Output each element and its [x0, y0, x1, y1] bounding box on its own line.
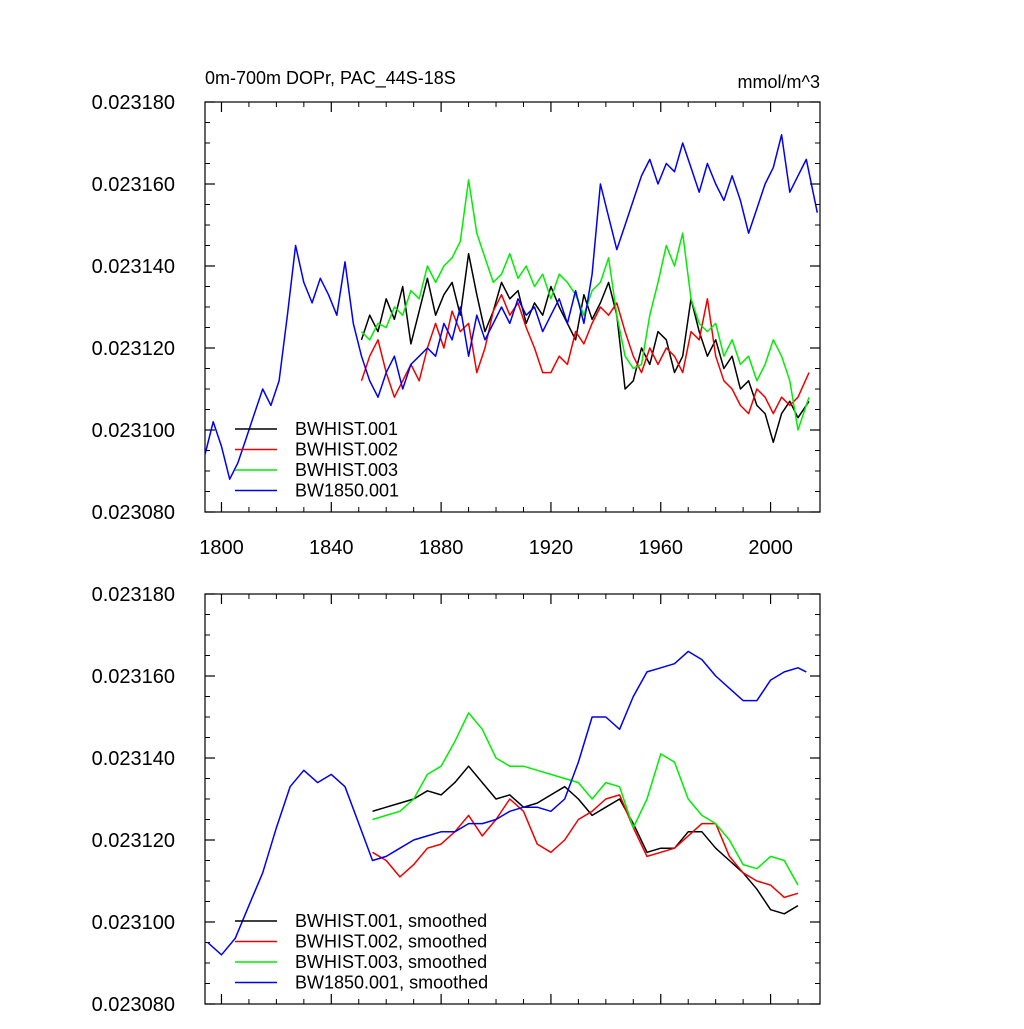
- series-line-bwhist-002: [360, 293, 810, 415]
- legend-label: BW1850.001: [295, 481, 399, 501]
- y-tick-label: 0.023080: [92, 502, 175, 524]
- y-tick-label: 0.023080: [92, 994, 175, 1016]
- legend-label: BWHIST.002: [295, 440, 398, 460]
- legend-label: BWHIST.003: [295, 460, 398, 480]
- x-tick-label: 1840: [309, 537, 354, 559]
- units-label: mmol/m^3: [738, 72, 820, 92]
- x-tick-label: 1960: [639, 537, 684, 559]
- series-line-bw1850-001: [204, 134, 819, 480]
- series-line-bw1850-001-smoothed: [207, 650, 807, 956]
- y-tick-label: 0.023160: [92, 174, 175, 196]
- top-panel: 0.023080 0.023100 0.023120 0.023140 0.023160…: [92, 68, 821, 559]
- legend-label: BWHIST.003, smoothed: [295, 952, 487, 972]
- series-line-bwhist-001-smoothed: [372, 765, 799, 915]
- y-tick-label: 0.023120: [92, 338, 175, 360]
- series-line-bwhist-003-smoothed: [372, 712, 799, 886]
- bottom-panel: 0.023080 0.023100 0.023120 0.023140 0.023160…: [92, 584, 821, 1016]
- legend-label: BWHIST.001: [295, 419, 398, 439]
- chart-title: 0m-700m DOPr, PAC_44S-18S: [205, 68, 456, 89]
- y-tick-label: 0.023180: [92, 92, 175, 114]
- x-tick-label: 1800: [199, 537, 244, 559]
- y-tick-label: 0.023140: [92, 748, 175, 770]
- y-tick-label: 0.023160: [92, 666, 175, 688]
- series-line-bwhist-003: [360, 179, 810, 431]
- legend-label: BWHIST.002, smoothed: [295, 932, 487, 952]
- y-tick-label: 0.023120: [92, 830, 175, 852]
- legend-label: BW1850.001, smoothed: [295, 973, 488, 993]
- y-tick-label: 0.023140: [92, 256, 175, 278]
- series-line-bwhist-001: [360, 252, 810, 444]
- y-tick-label: 0.023180: [92, 584, 175, 606]
- x-tick-label: 1880: [419, 537, 464, 559]
- legend-label: BWHIST.001, smoothed: [295, 911, 487, 931]
- y-tick-label: 0.023100: [92, 912, 175, 934]
- series-line-bwhist-002-smoothed: [372, 794, 799, 899]
- x-tick-label: 2000: [748, 537, 793, 559]
- x-tick-label: 1920: [529, 537, 574, 559]
- y-tick-label: 0.023100: [92, 420, 175, 442]
